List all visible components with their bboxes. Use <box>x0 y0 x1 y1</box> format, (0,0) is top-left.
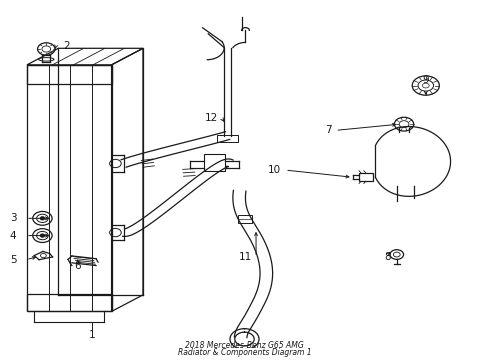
Circle shape <box>40 217 45 220</box>
Bar <box>358 173 372 181</box>
Text: 1: 1 <box>89 329 95 339</box>
Bar <box>237 215 252 224</box>
Circle shape <box>40 234 45 237</box>
Text: 11: 11 <box>238 252 251 262</box>
Text: 10: 10 <box>267 165 280 175</box>
Text: 3: 3 <box>10 213 16 223</box>
Text: 12: 12 <box>204 113 218 123</box>
Text: 8: 8 <box>383 252 389 262</box>
Bar <box>217 135 238 142</box>
Text: Radiator & Components Diagram 1: Radiator & Components Diagram 1 <box>177 348 311 357</box>
Text: 7: 7 <box>324 125 331 135</box>
Bar <box>27 294 111 311</box>
Text: 5: 5 <box>10 255 16 265</box>
Bar <box>27 65 111 84</box>
Text: 4: 4 <box>10 230 16 240</box>
Text: 6: 6 <box>74 261 81 271</box>
Text: 2: 2 <box>63 41 70 51</box>
Text: 2018 Mercedes-Benz G65 AMG: 2018 Mercedes-Benz G65 AMG <box>185 341 303 350</box>
Bar <box>27 65 111 311</box>
Bar <box>203 154 224 171</box>
Text: 9: 9 <box>422 75 428 85</box>
